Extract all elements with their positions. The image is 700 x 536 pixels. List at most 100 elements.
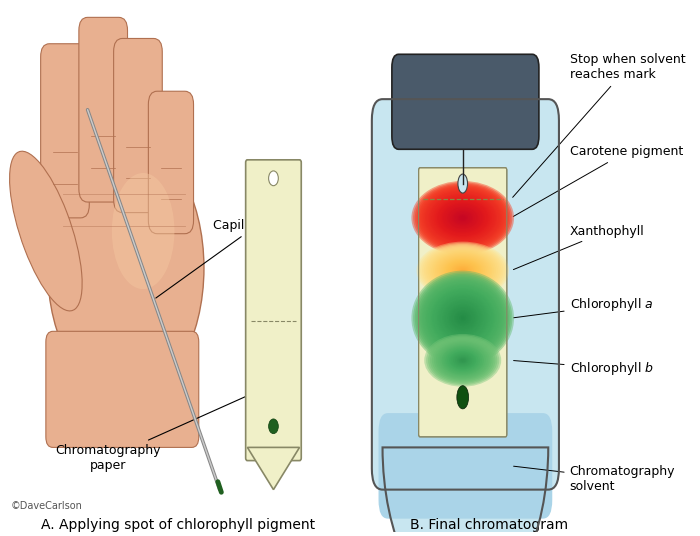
Ellipse shape [430, 288, 495, 348]
Ellipse shape [424, 246, 501, 295]
Ellipse shape [447, 350, 478, 371]
FancyBboxPatch shape [379, 413, 552, 519]
Circle shape [269, 171, 279, 185]
Ellipse shape [112, 173, 174, 289]
Ellipse shape [437, 294, 489, 342]
Ellipse shape [430, 195, 495, 241]
Ellipse shape [425, 284, 500, 353]
Text: Chlorophyll $\it{a}$: Chlorophyll $\it{a}$ [514, 296, 653, 318]
Ellipse shape [449, 306, 477, 331]
Ellipse shape [428, 193, 497, 242]
Text: Capillary tube: Capillary tube [156, 219, 300, 298]
FancyBboxPatch shape [113, 39, 162, 213]
Text: Chromatography
solvent: Chromatography solvent [514, 465, 675, 493]
Ellipse shape [452, 211, 473, 225]
Ellipse shape [428, 286, 497, 350]
Ellipse shape [456, 213, 470, 223]
Ellipse shape [459, 315, 466, 321]
Ellipse shape [461, 217, 464, 219]
Ellipse shape [452, 353, 475, 368]
Text: ©DaveCarlson: ©DaveCarlson [11, 501, 83, 511]
Ellipse shape [435, 293, 490, 344]
Text: Carotene pigment: Carotene pigment [513, 145, 683, 217]
Text: B. Final chromatogram: B. Final chromatogram [410, 518, 568, 532]
FancyBboxPatch shape [46, 331, 199, 448]
Ellipse shape [446, 302, 480, 334]
Ellipse shape [416, 276, 509, 361]
Ellipse shape [453, 354, 473, 367]
FancyBboxPatch shape [372, 99, 559, 489]
FancyBboxPatch shape [148, 91, 193, 234]
Ellipse shape [457, 356, 468, 364]
Ellipse shape [432, 289, 493, 347]
Ellipse shape [434, 340, 491, 380]
Ellipse shape [426, 248, 500, 294]
Ellipse shape [412, 181, 514, 255]
Ellipse shape [440, 202, 485, 234]
Ellipse shape [450, 263, 476, 279]
Ellipse shape [436, 342, 490, 379]
Ellipse shape [440, 345, 486, 376]
Ellipse shape [452, 309, 473, 327]
Ellipse shape [442, 299, 483, 337]
Ellipse shape [444, 204, 482, 232]
FancyBboxPatch shape [79, 17, 127, 202]
Ellipse shape [416, 184, 509, 251]
Ellipse shape [455, 266, 470, 276]
Ellipse shape [418, 277, 508, 359]
Ellipse shape [420, 187, 505, 249]
Ellipse shape [447, 207, 478, 229]
Ellipse shape [48, 136, 204, 400]
Ellipse shape [10, 151, 82, 311]
Ellipse shape [433, 291, 492, 345]
Ellipse shape [435, 198, 490, 237]
Ellipse shape [445, 348, 480, 372]
Ellipse shape [458, 214, 468, 221]
Ellipse shape [449, 351, 476, 370]
Ellipse shape [449, 208, 477, 228]
Ellipse shape [459, 215, 466, 220]
Ellipse shape [442, 203, 483, 233]
Ellipse shape [454, 212, 471, 224]
Ellipse shape [454, 265, 472, 277]
Ellipse shape [424, 334, 501, 387]
Ellipse shape [455, 355, 470, 366]
Ellipse shape [432, 196, 493, 240]
Ellipse shape [431, 251, 494, 291]
Ellipse shape [428, 337, 498, 384]
Ellipse shape [413, 272, 512, 364]
Ellipse shape [421, 188, 504, 248]
Ellipse shape [418, 186, 508, 250]
Ellipse shape [427, 285, 498, 352]
Ellipse shape [421, 280, 504, 356]
Ellipse shape [439, 200, 486, 235]
Ellipse shape [451, 307, 475, 329]
Ellipse shape [413, 182, 512, 254]
FancyBboxPatch shape [41, 44, 90, 218]
Ellipse shape [458, 314, 468, 323]
Ellipse shape [422, 245, 503, 296]
Ellipse shape [451, 209, 475, 227]
FancyBboxPatch shape [392, 54, 539, 149]
Ellipse shape [435, 253, 491, 288]
Ellipse shape [433, 252, 492, 289]
Ellipse shape [415, 183, 510, 252]
Ellipse shape [437, 199, 489, 236]
Ellipse shape [456, 312, 470, 324]
Circle shape [457, 386, 468, 409]
Ellipse shape [433, 197, 492, 239]
Ellipse shape [439, 256, 486, 286]
Ellipse shape [430, 250, 496, 292]
Ellipse shape [452, 264, 474, 278]
Ellipse shape [437, 255, 489, 287]
Ellipse shape [459, 269, 466, 273]
Ellipse shape [461, 270, 465, 272]
Text: Chlorophyll $\it{b}$: Chlorophyll $\it{b}$ [514, 360, 654, 377]
Ellipse shape [461, 317, 464, 319]
Ellipse shape [438, 343, 488, 377]
Ellipse shape [446, 260, 480, 281]
Ellipse shape [446, 206, 480, 230]
Ellipse shape [440, 257, 485, 285]
Ellipse shape [459, 358, 467, 363]
Text: Xanthophyll: Xanthophyll [513, 225, 645, 270]
